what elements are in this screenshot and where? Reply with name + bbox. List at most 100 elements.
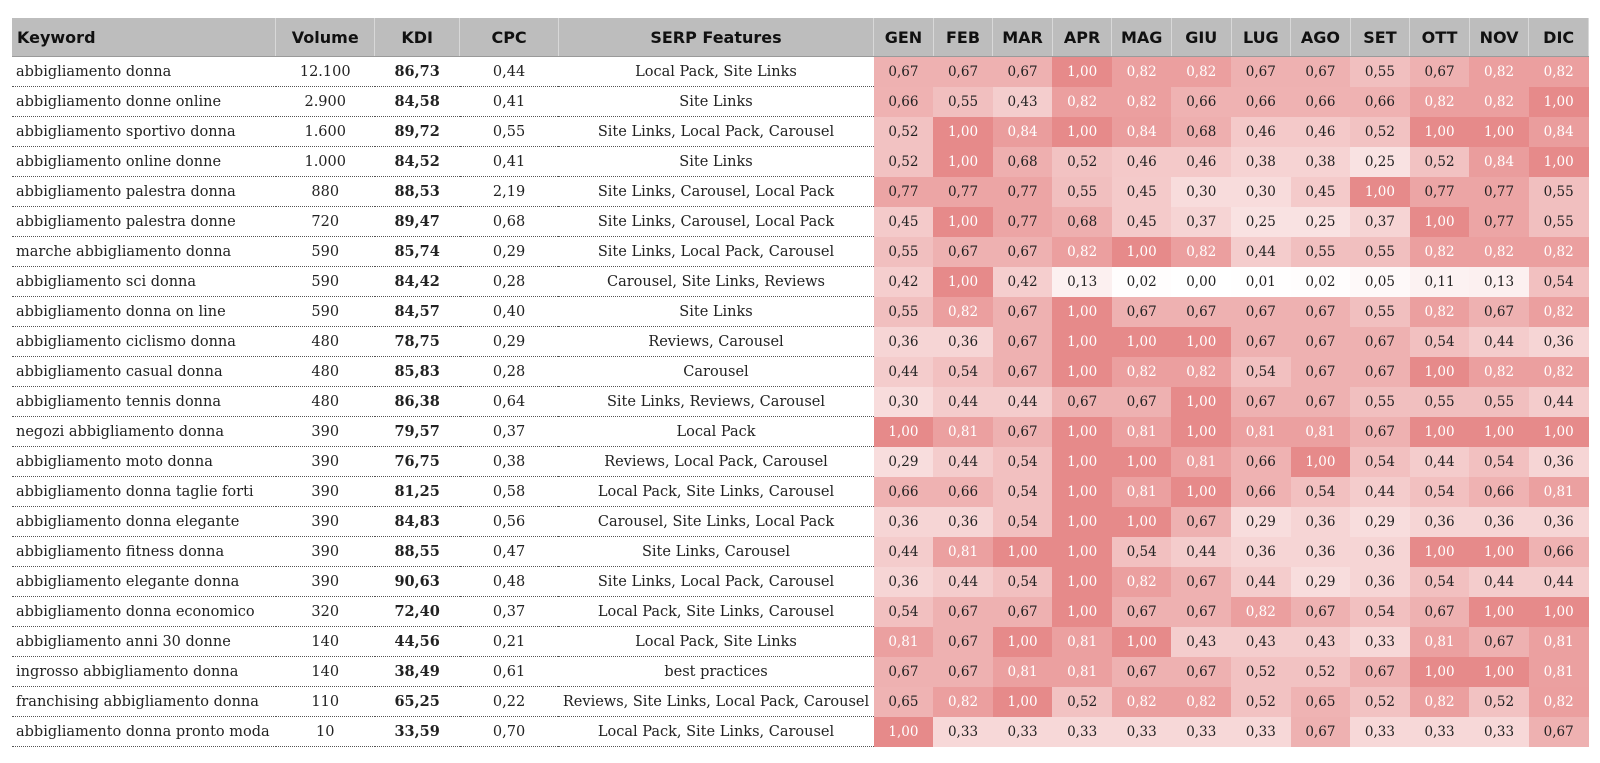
- column-header-keyword[interactable]: Keyword: [12, 18, 277, 57]
- column-header-volume[interactable]: Volume: [275, 18, 376, 57]
- month-gen-cell: 0,66: [873, 476, 934, 507]
- column-header-ago[interactable]: AGO: [1290, 18, 1351, 57]
- month-dic-cell: 0,84: [1528, 116, 1589, 147]
- serp-features-cell: Carousel, Site Links, Local Pack: [558, 506, 874, 537]
- cpc-cell: 0,40: [459, 296, 559, 327]
- keyword-cell: abbigliamento ciclismo donna: [12, 326, 276, 357]
- volume-cell: 2.900: [275, 86, 375, 117]
- month-apr-cell: 1,00: [1052, 416, 1112, 447]
- month-lug-cell: 0,29: [1231, 506, 1291, 537]
- volume-cell: 590: [275, 296, 375, 327]
- keyword-cell: abbigliamento sportivo donna: [12, 116, 276, 147]
- cpc-cell: 0,48: [459, 566, 559, 597]
- volume-cell: 590: [275, 266, 375, 297]
- month-ago-cell: 0,67: [1290, 596, 1351, 627]
- month-nov-cell: 0,13: [1469, 266, 1529, 297]
- month-gen-cell: 0,36: [873, 326, 934, 357]
- month-mar-cell: 0,54: [992, 446, 1053, 477]
- month-dic-cell: 0,82: [1528, 686, 1589, 717]
- month-mag-cell: 0,81: [1111, 476, 1172, 507]
- cpc-cell: 0,29: [459, 236, 559, 267]
- month-gen-cell: 0,67: [873, 656, 934, 687]
- serp-features-cell: Local Pack, Site Links: [558, 626, 874, 657]
- month-set-cell: 0,67: [1350, 326, 1410, 357]
- column-header-kdi[interactable]: KDI: [374, 18, 461, 57]
- volume-cell: 140: [275, 656, 375, 687]
- month-mag-cell: 0,82: [1111, 566, 1172, 597]
- column-header-nov[interactable]: NOV: [1469, 18, 1530, 57]
- month-lug-cell: 0,81: [1231, 416, 1291, 447]
- volume-cell: 480: [275, 356, 375, 387]
- month-feb-cell: 0,33: [933, 716, 993, 747]
- month-ott-cell: 0,54: [1409, 476, 1470, 507]
- month-dic-cell: 0,81: [1528, 656, 1589, 687]
- month-mar-cell: 0,77: [992, 206, 1053, 237]
- month-mag-cell: 0,54: [1111, 536, 1172, 567]
- column-header-mag[interactable]: MAG: [1111, 18, 1172, 57]
- month-nov-cell: 1,00: [1469, 536, 1529, 567]
- month-giu-cell: 0,82: [1171, 236, 1232, 267]
- month-giu-cell: 0,30: [1171, 176, 1232, 207]
- month-dic-cell: 1,00: [1528, 86, 1589, 117]
- kdi-cell: 76,75: [374, 446, 460, 477]
- keyword-cell: abbigliamento palestra donna: [12, 176, 276, 207]
- month-ott-cell: 0,36: [1409, 506, 1470, 537]
- month-giu-cell: 1,00: [1171, 476, 1232, 507]
- month-mar-cell: 0,54: [992, 506, 1053, 537]
- column-header-giu[interactable]: GIU: [1171, 18, 1232, 57]
- serp-features-cell: Carousel: [558, 356, 874, 387]
- column-header-apr[interactable]: APR: [1052, 18, 1113, 57]
- column-header-dic[interactable]: DIC: [1528, 18, 1589, 57]
- month-dic-cell: 0,66: [1528, 536, 1589, 567]
- column-header-set[interactable]: SET: [1350, 18, 1411, 57]
- month-giu-cell: 0,46: [1171, 146, 1232, 177]
- month-mar-cell: 0,67: [992, 56, 1053, 87]
- serp-features-cell: Site Links, Reviews, Carousel: [558, 386, 874, 417]
- month-lug-cell: 0,36: [1231, 536, 1291, 567]
- month-ott-cell: 0,67: [1409, 56, 1470, 87]
- month-ott-cell: 1,00: [1409, 416, 1470, 447]
- month-mag-cell: 0,45: [1111, 176, 1172, 207]
- column-header-gen[interactable]: GEN: [873, 18, 934, 57]
- month-dic-cell: 0,55: [1528, 176, 1589, 207]
- month-lug-cell: 0,52: [1231, 656, 1291, 687]
- column-header-ott[interactable]: OTT: [1409, 18, 1470, 57]
- keyword-cell: abbigliamento online donne: [12, 146, 276, 177]
- month-set-cell: 0,52: [1350, 686, 1410, 717]
- month-mag-cell: 0,82: [1111, 86, 1172, 117]
- serp-features-cell: Site Links, Local Pack, Carousel: [558, 116, 874, 147]
- keyword-cell: ingrosso abbigliamento donna: [12, 656, 276, 687]
- month-set-cell: 0,44: [1350, 476, 1410, 507]
- column-header-feb[interactable]: FEB: [933, 18, 994, 57]
- month-giu-cell: 0,43: [1171, 626, 1232, 657]
- column-header-mar[interactable]: MAR: [992, 18, 1053, 57]
- column-header-cpc[interactable]: CPC: [459, 18, 559, 57]
- cpc-cell: 0,41: [459, 86, 559, 117]
- month-nov-cell: 0,36: [1469, 506, 1529, 537]
- serp-features-cell: Local Pack: [558, 416, 874, 447]
- kdi-cell: 33,59: [374, 716, 460, 747]
- month-mag-cell: 0,67: [1111, 296, 1172, 327]
- month-lug-cell: 0,67: [1231, 56, 1291, 87]
- volume-cell: 390: [275, 506, 375, 537]
- keyword-cell: abbigliamento donna pronto moda: [12, 716, 276, 747]
- month-mag-cell: 0,81: [1111, 416, 1172, 447]
- month-set-cell: 0,33: [1350, 716, 1410, 747]
- month-ott-cell: 0,82: [1409, 686, 1470, 717]
- month-ott-cell: 1,00: [1409, 536, 1470, 567]
- month-apr-cell: 1,00: [1052, 536, 1112, 567]
- month-mag-cell: 0,46: [1111, 146, 1172, 177]
- kdi-cell: 86,38: [374, 386, 460, 417]
- month-nov-cell: 0,52: [1469, 686, 1529, 717]
- month-feb-cell: 0,77: [933, 176, 993, 207]
- volume-cell: 320: [275, 596, 375, 627]
- month-nov-cell: 1,00: [1469, 656, 1529, 687]
- column-header-serp-features[interactable]: SERP Features: [558, 18, 875, 57]
- month-ott-cell: 0,67: [1409, 596, 1470, 627]
- month-mar-cell: 0,54: [992, 566, 1053, 597]
- month-ago-cell: 0,25: [1290, 206, 1351, 237]
- month-dic-cell: 0,82: [1528, 296, 1589, 327]
- column-header-lug[interactable]: LUG: [1231, 18, 1292, 57]
- month-nov-cell: 0,84: [1469, 146, 1529, 177]
- month-giu-cell: 0,67: [1171, 596, 1232, 627]
